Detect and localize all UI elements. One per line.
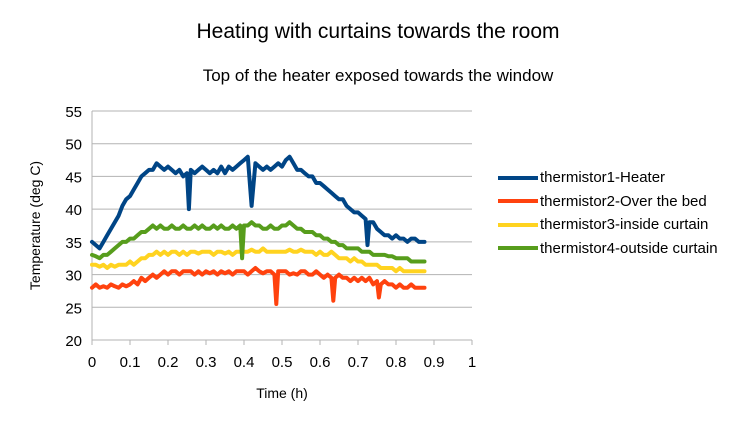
legend-label: thermistor2-Over the bed bbox=[540, 192, 707, 210]
x-tick-label: 0.1 bbox=[120, 354, 141, 371]
legend-swatch bbox=[498, 175, 538, 180]
y-tick-label: 30 bbox=[65, 268, 82, 285]
x-tick-label: 0.7 bbox=[348, 354, 369, 371]
tick-labels: 20 25 30 35 40 45 50 55 0 0.1 0.2 0.3 0.4 0.5 0.6 0.7 0.… bbox=[65, 104, 476, 371]
legend-label: thermistor3-inside curtain bbox=[540, 216, 709, 234]
legend-swatch bbox=[498, 246, 538, 251]
legend-label: thermistor1-Heater bbox=[540, 169, 666, 187]
chart-title: Heating with curtains towards the room bbox=[196, 20, 560, 43]
series-line-3 bbox=[90, 246, 427, 274]
x-tick-label: 0.4 bbox=[234, 354, 255, 371]
y-axis-label: Temperature (deg C) bbox=[27, 161, 43, 290]
legend-item: thermistor1-Heater bbox=[498, 166, 718, 190]
y-tick-label: 25 bbox=[65, 300, 82, 317]
x-tick-label: 0 bbox=[88, 354, 96, 371]
series-line-1 bbox=[90, 154, 427, 251]
y-tick-label: 55 bbox=[65, 104, 82, 121]
legend: thermistor1-Heater thermistor2-Over the b… bbox=[498, 166, 718, 260]
y-tick-label: 20 bbox=[65, 333, 82, 350]
legend-label: thermistor4-outside curtain bbox=[540, 239, 718, 257]
y-tick-label: 35 bbox=[65, 235, 82, 252]
x-axis-label: Time (h) bbox=[256, 385, 308, 401]
x-tick-label: 1 bbox=[468, 354, 476, 371]
x-tick-label: 0.3 bbox=[196, 354, 217, 371]
axes bbox=[91, 111, 473, 345]
legend-item: thermistor4-outside curtain bbox=[498, 237, 718, 261]
x-tick-label: 0.9 bbox=[424, 354, 445, 371]
legend-swatch bbox=[498, 199, 538, 204]
x-tick-label: 0.8 bbox=[386, 354, 407, 371]
x-tick-label: 0.2 bbox=[158, 354, 179, 371]
series-line-4 bbox=[90, 220, 427, 264]
series-lines bbox=[90, 154, 427, 306]
legend-swatch bbox=[498, 222, 538, 227]
x-tick-label: 0.6 bbox=[310, 354, 331, 371]
chart-subtitle: Top of the heater exposed towards the wi… bbox=[202, 66, 554, 85]
y-tick-label: 40 bbox=[65, 202, 82, 219]
x-tick-label: 0.5 bbox=[272, 354, 293, 371]
legend-item: thermistor2-Over the bed bbox=[498, 190, 718, 214]
y-tick-label: 45 bbox=[65, 169, 82, 186]
legend-item: thermistor3-inside curtain bbox=[498, 213, 718, 237]
y-tick-label: 50 bbox=[65, 137, 82, 154]
series-line-2 bbox=[90, 266, 427, 306]
